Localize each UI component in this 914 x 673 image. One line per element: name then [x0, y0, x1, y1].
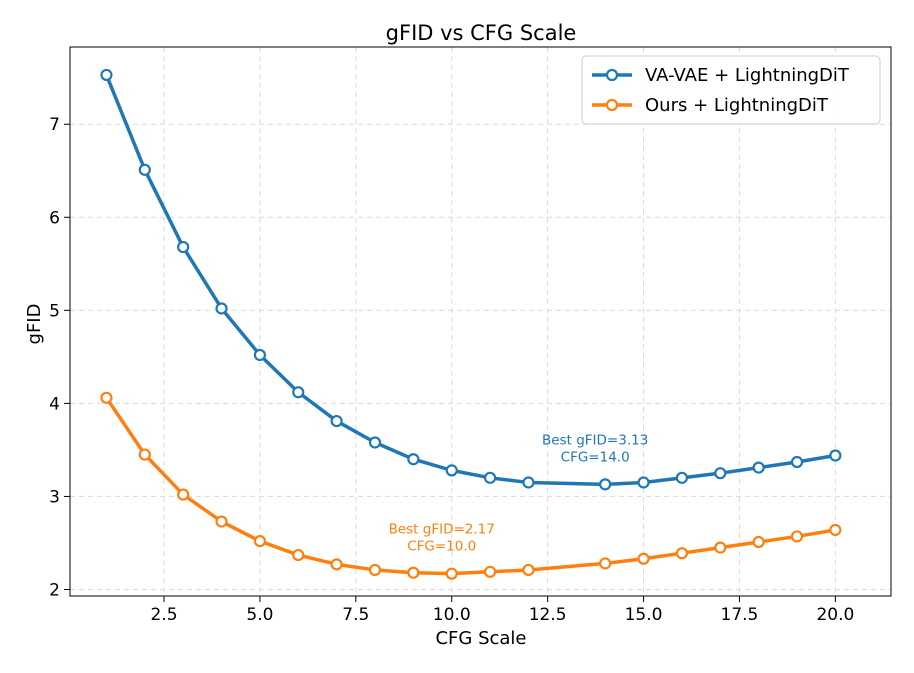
series-va-vae-lightningdit	[100, 68, 842, 491]
data-point	[407, 453, 420, 466]
data-point	[100, 68, 113, 82]
data-point	[829, 449, 842, 462]
y-tick-label: 4	[49, 394, 60, 414]
x-tick-label: 17.5	[721, 605, 759, 625]
data-point	[522, 476, 535, 489]
data-point	[445, 567, 458, 580]
y-tick-label: 5	[49, 301, 60, 321]
data-point	[138, 163, 151, 176]
y-tick-label: 3	[49, 487, 60, 507]
data-point	[368, 563, 382, 577]
x-tick-label: 12.5	[529, 605, 567, 625]
data-point	[407, 566, 420, 579]
data-point	[675, 471, 689, 484]
y-tick-label: 2	[49, 580, 60, 600]
data-point	[714, 541, 727, 554]
x-tick-label: 2.5	[150, 605, 177, 625]
data-point	[637, 476, 650, 489]
data-point	[790, 530, 804, 543]
data-point	[215, 302, 228, 315]
annotation-best-gfid: Best gFID=3.13	[542, 432, 648, 448]
grid	[70, 47, 891, 596]
data-point	[100, 391, 113, 404]
plot-frame	[69, 46, 892, 597]
y-tick-label: 6	[49, 208, 60, 228]
ticks: 2.5 5.0 7.5 10.0 12.5 15.0 17.5 20.0 2 3 4 5 6 7	[49, 115, 854, 625]
data-point	[829, 523, 842, 537]
data-point	[599, 478, 612, 491]
data-point	[599, 557, 612, 570]
data-point	[483, 565, 497, 578]
x-tick-label: 20.0	[816, 605, 854, 625]
data-point	[177, 240, 190, 254]
data-point	[253, 348, 267, 362]
legend-marker	[605, 98, 619, 112]
series-layer	[100, 68, 842, 580]
data-point	[637, 552, 650, 565]
data-point	[292, 548, 305, 562]
x-tick-label: 5.0	[246, 605, 273, 625]
annotation-cfg: CFG=10.0	[407, 539, 476, 555]
annotation-cfg: CFG=14.0	[561, 449, 630, 465]
data-point	[752, 461, 765, 474]
data-point	[138, 448, 151, 461]
data-point	[790, 455, 804, 469]
y-axis-title: gFID	[24, 304, 45, 345]
data-point	[292, 386, 305, 399]
legend: VA-VAE + LightningDiT Ours + LightningDiT	[581, 55, 881, 125]
annotation-best-gfid: Best gFID=2.17	[389, 522, 495, 538]
data-point	[522, 563, 535, 577]
data-point	[368, 436, 382, 449]
x-tick-label: 15.0	[625, 605, 663, 625]
legend-label: Ours + LightningDiT	[645, 95, 829, 116]
data-point	[445, 464, 458, 477]
data-point	[215, 515, 228, 528]
data-point	[330, 558, 343, 571]
legend-item: VA-VAE + LightningDiT	[592, 65, 850, 86]
legend-item: Ours + LightningDiT	[592, 95, 829, 116]
data-point	[177, 488, 190, 501]
legend-label: VA-VAE + LightningDiT	[645, 65, 850, 86]
x-axis-title: CFG Scale	[435, 628, 526, 649]
series-ours-lightningdit	[100, 391, 842, 580]
data-point	[752, 535, 765, 549]
legend-marker	[605, 68, 619, 82]
data-point	[483, 471, 497, 484]
data-point	[253, 534, 267, 548]
data-point	[330, 414, 343, 428]
data-point	[675, 547, 689, 560]
chart-title: gFID vs CFG Scale	[386, 21, 577, 45]
data-point	[714, 467, 727, 480]
legend-box	[581, 55, 881, 125]
x-tick-label: 10.0	[433, 605, 471, 625]
y-tick-label: 7	[49, 115, 60, 135]
x-tick-label: 7.5	[342, 605, 369, 625]
